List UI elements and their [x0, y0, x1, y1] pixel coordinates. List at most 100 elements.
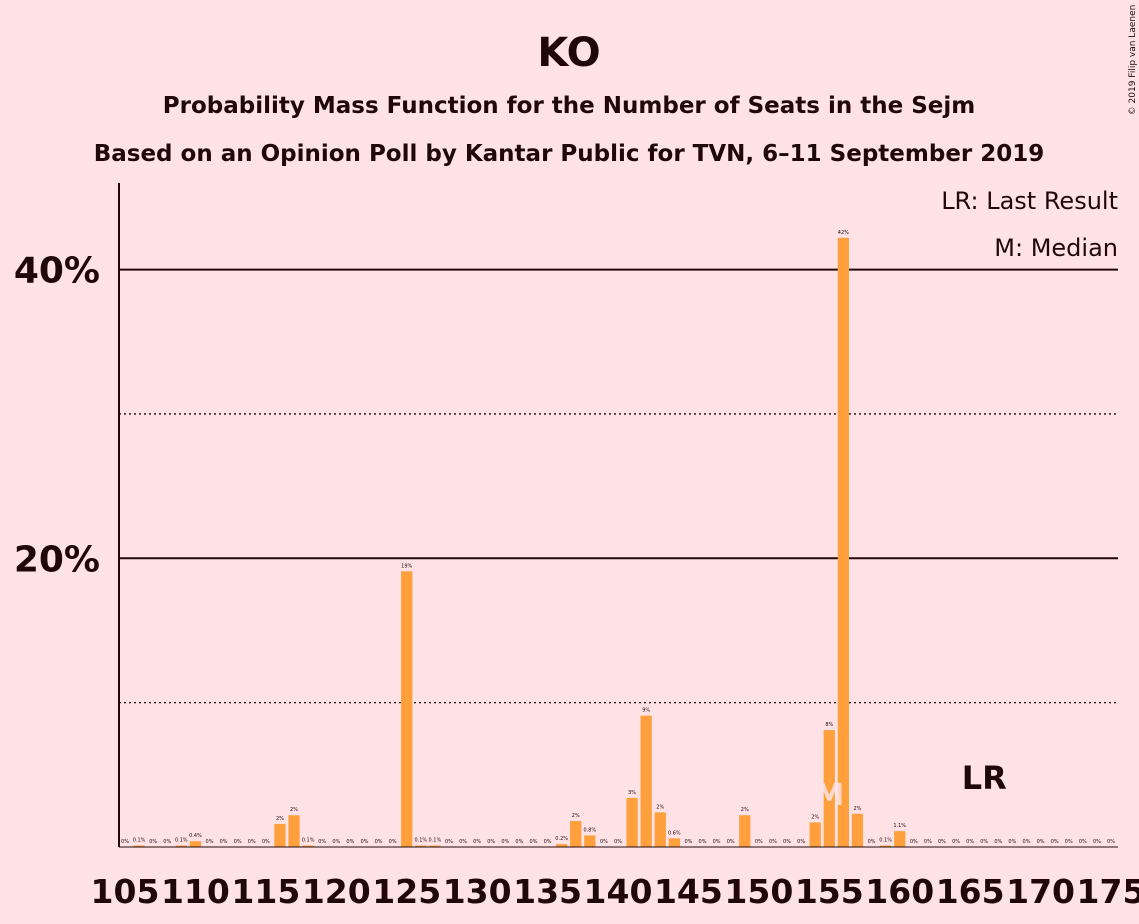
value-label: 0%	[262, 839, 270, 845]
bar	[302, 845, 314, 847]
value-label: 0%	[924, 839, 932, 845]
value-label: 0.1%	[414, 838, 427, 844]
value-label: 0.2%	[555, 836, 568, 842]
y-tick-label: 40%	[14, 251, 100, 292]
value-label: 0%	[346, 839, 354, 845]
bar	[879, 845, 892, 847]
value-label: 0%	[769, 839, 777, 845]
value-label: 0%	[248, 839, 256, 845]
y-tick-label: 20%	[14, 539, 100, 580]
x-tick-label: 160	[865, 872, 934, 911]
bar	[556, 844, 568, 847]
bar	[626, 797, 638, 847]
bar	[851, 813, 864, 847]
value-label: 0%	[332, 839, 340, 845]
bar	[809, 822, 821, 847]
value-label: 0%	[952, 839, 960, 845]
x-tick-label: 105	[91, 872, 160, 911]
value-label: 0%	[684, 839, 692, 845]
value-label: 0%	[1023, 839, 1031, 845]
value-label: 42%	[838, 230, 849, 236]
x-tick-label: 130	[443, 872, 512, 911]
last-result-marker: LR	[962, 759, 1007, 797]
value-label: 2%	[276, 816, 284, 822]
bar	[401, 571, 413, 847]
value-label: 2%	[741, 807, 749, 813]
legend-entry: LR: Last Result	[941, 187, 1118, 215]
bar	[133, 845, 145, 847]
value-label: 2%	[656, 804, 664, 810]
chart-subtitle: Based on an Opinion Poll by Kantar Publi…	[94, 141, 1045, 167]
bar	[274, 823, 286, 847]
value-label: 2%	[290, 807, 298, 813]
value-label: 0%	[220, 839, 228, 845]
bar	[654, 812, 666, 847]
x-tick-label: 135	[513, 872, 582, 911]
value-label: 3%	[628, 790, 636, 796]
value-label: 2%	[572, 813, 580, 819]
value-label: 0%	[389, 839, 397, 845]
value-label: 2%	[811, 814, 819, 820]
x-tick-label: 125	[372, 872, 441, 911]
bar	[837, 237, 850, 847]
value-label: 0.6%	[668, 830, 681, 836]
value-label: 0%	[206, 839, 214, 845]
value-label: 0%	[755, 839, 763, 845]
bar	[894, 831, 906, 847]
value-label: 0%	[868, 839, 876, 845]
value-label: 0%	[1079, 839, 1087, 845]
value-label: 0%	[1037, 839, 1045, 845]
value-label: 0.1%	[429, 838, 442, 844]
value-label: 2%	[853, 806, 861, 812]
copyright: © 2019 Filip van Laenen	[1128, 5, 1138, 116]
bar	[429, 845, 441, 847]
value-label: 0%	[713, 839, 721, 845]
value-label: 0%	[487, 839, 495, 845]
x-tick-label: 115	[231, 872, 300, 911]
bar	[415, 845, 427, 847]
value-label: 0%	[797, 839, 805, 845]
value-label: 0%	[459, 839, 467, 845]
value-label: 0%	[544, 839, 552, 845]
value-label: 0%	[360, 839, 368, 845]
value-label: 0%	[234, 839, 242, 845]
value-label: 0%	[938, 839, 946, 845]
value-label: 0%	[699, 839, 707, 845]
value-label: 0%	[783, 839, 791, 845]
legend-entry: M: Median	[994, 234, 1118, 262]
x-tick-label: 140	[584, 872, 653, 911]
value-label: 0%	[121, 839, 129, 845]
value-label: 1.1%	[893, 823, 906, 829]
x-tick-label: 145	[654, 872, 723, 911]
value-label: 0%	[149, 839, 157, 845]
chart-title: KO	[537, 30, 600, 76]
value-label: 0.1%	[133, 838, 146, 844]
value-label: 0%	[445, 839, 453, 845]
value-label: 0%	[600, 839, 608, 845]
value-label: 0%	[910, 839, 918, 845]
bar	[823, 730, 835, 847]
x-tick-label: 120	[302, 872, 371, 911]
bar	[668, 838, 680, 847]
chart-subtitle: Probability Mass Function for the Number…	[163, 93, 975, 119]
value-label: 19%	[401, 563, 412, 569]
value-label: 0%	[501, 839, 509, 845]
value-label: 0.8%	[583, 827, 596, 833]
value-label: 0.1%	[302, 838, 315, 844]
value-label: 0%	[1051, 839, 1059, 845]
value-label: 0%	[1107, 839, 1115, 845]
value-label: 0%	[994, 839, 1002, 845]
value-label: 8%	[825, 722, 833, 728]
x-tick-label: 165	[936, 872, 1005, 911]
median-marker: M	[814, 778, 844, 813]
value-label: 0%	[375, 839, 383, 845]
value-label: 0%	[614, 839, 622, 845]
x-tick-label: 155	[795, 872, 864, 911]
value-label: 0%	[727, 839, 735, 845]
value-label: 0%	[473, 839, 481, 845]
value-label: 0%	[318, 839, 326, 845]
bar	[640, 715, 652, 847]
bar	[739, 815, 751, 847]
